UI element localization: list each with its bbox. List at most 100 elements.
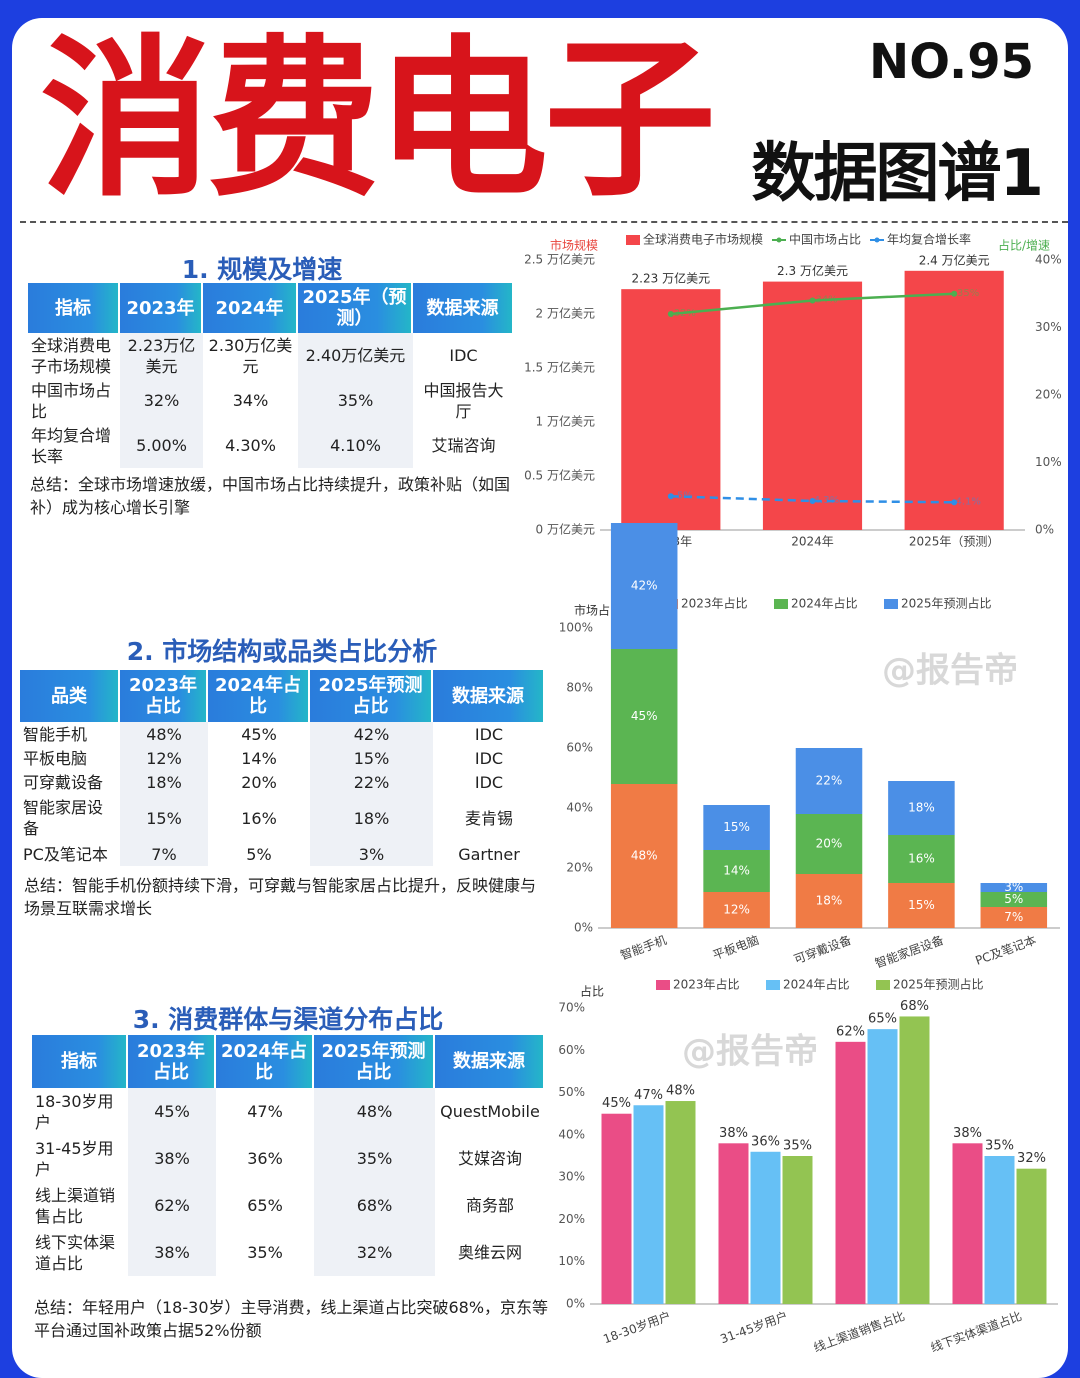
table-cell: 3%	[310, 842, 433, 866]
legend-swatch	[656, 980, 670, 990]
y-axis-label: 占比	[580, 984, 604, 999]
data-label: 32%	[1017, 1151, 1046, 1166]
table-cell: 42%	[310, 722, 433, 746]
y-tick-label: 0.5 万亿美元	[524, 468, 595, 483]
data-label: 36%	[751, 1134, 780, 1149]
header-cell: 数据来源	[433, 670, 545, 722]
legend-swatch	[874, 237, 880, 243]
section-title: 1. 规模及增速	[181, 255, 343, 284]
table-cell: 18%	[310, 794, 433, 842]
table-cell: IDC	[433, 746, 545, 770]
table-cell: QuestMobile	[435, 1088, 545, 1135]
section-title: 2. 市场结构或品类占比分析	[126, 637, 438, 666]
data-label: 48%	[666, 1084, 695, 1099]
y-tick-label: 2 万亿美元	[536, 306, 595, 321]
legend-label: 2023年占比	[681, 596, 748, 611]
data-label: 15%	[908, 898, 935, 912]
header-cell: 2025年预测占比	[314, 1035, 435, 1088]
data-label: 48%	[631, 849, 658, 863]
bar	[984, 1156, 1015, 1304]
table-cell: 12%	[120, 746, 208, 770]
data-label: 34%	[815, 295, 837, 306]
x-tick-label: 31-45岁用户	[718, 1308, 790, 1346]
x-tick-label: 可穿戴设备	[792, 932, 854, 967]
x-tick-label: 线上渠道销售占比	[811, 1308, 906, 1355]
data-label: 2.23 万亿美元	[632, 271, 711, 286]
table-cell: 14%	[208, 746, 310, 770]
bar-segment	[703, 805, 770, 850]
bar-segment	[610, 784, 678, 928]
y2-tick-label: 20%	[1035, 388, 1062, 402]
table-cell: 32%	[314, 1229, 435, 1276]
data-label: 42%	[631, 579, 658, 593]
data-label: 5%	[1004, 892, 1023, 906]
line-point	[951, 499, 958, 506]
table-cell: 艾媒咨询	[435, 1135, 545, 1182]
summary: 总结：年轻用户（18-30岁）主导消费，线上渠道占比突破68%，京东等平台通过国…	[34, 1298, 549, 1340]
data-label: 3%	[1004, 880, 1023, 894]
table-cell: 20%	[208, 770, 310, 794]
legend-swatch	[776, 237, 782, 243]
table-cell: 62%	[128, 1182, 216, 1229]
table-cell: 麦肯锡	[433, 794, 545, 842]
table-cell: 45%	[208, 722, 310, 746]
data-label: 38%	[953, 1126, 982, 1141]
data-label: 32%	[674, 308, 696, 319]
data-label: 22%	[816, 774, 843, 788]
table-cell: Gartner	[433, 842, 545, 866]
data-label: 2.3 万亿美元	[777, 263, 848, 278]
table-cell: 18%	[120, 770, 208, 794]
table-cell: IDC	[433, 770, 545, 794]
header-cell: 2025年预测占比	[310, 670, 433, 722]
table-cell: 18-30岁用户	[32, 1088, 128, 1135]
x-tick-label: 2025年（预测）	[909, 535, 1000, 549]
table-cell: 线上渠道销售占比	[32, 1182, 128, 1229]
legend-label: 2025年预测占比	[901, 596, 992, 611]
table-cell: 31-45岁用户	[32, 1135, 128, 1182]
data-label: 18%	[908, 801, 935, 815]
table-cell: 中国市场占比	[28, 378, 120, 423]
table-cell: 5.00%	[120, 423, 203, 468]
y-tick-label: 2.5 万亿美元	[524, 252, 595, 267]
table: 指标 2023年占比 2024年占比 2025年预测占比 数据来源 18-30岁用户 45%…	[32, 1035, 545, 1276]
y-tick-label: 1 万亿美元	[536, 414, 595, 429]
table-cell: 奥维云网	[435, 1229, 545, 1276]
data-label: 16%	[908, 852, 935, 866]
y2-tick-label: 0%	[1035, 523, 1054, 537]
data-label: 2.4 万亿美元	[919, 252, 990, 267]
table-cell: 36%	[216, 1135, 314, 1182]
bar-segment	[610, 523, 678, 649]
table-cell: 35%	[314, 1135, 435, 1182]
y-tick-label: 70%	[558, 1001, 585, 1015]
subtitle: 数据图谱1	[751, 137, 1044, 211]
table-cell: 智能手机	[20, 722, 120, 746]
header-cell: 2024年占比	[208, 670, 310, 722]
data-label: 68%	[900, 999, 929, 1014]
header-cell: 2023年	[120, 283, 203, 333]
table-cell: 47%	[216, 1088, 314, 1135]
line-point	[951, 290, 958, 297]
bar-segment	[888, 781, 955, 835]
table-cell: IDC	[413, 333, 514, 378]
table-cell: 65%	[216, 1182, 314, 1229]
data-label: 5%	[677, 490, 693, 501]
table-cell: 4.30%	[203, 423, 298, 468]
data-label: 7%	[1004, 910, 1023, 924]
table-cell: 2.30万亿美元	[203, 333, 298, 378]
legend-label: 2024年占比	[791, 596, 858, 611]
data-label: 15%	[723, 820, 750, 834]
table-cell: 68%	[314, 1182, 435, 1229]
header-cell: 2024年	[203, 283, 298, 333]
table-cell: 35%	[216, 1229, 314, 1276]
y2-tick-label: 30%	[1035, 320, 1062, 334]
y-tick-label: 0%	[574, 921, 593, 935]
y2-axis-label: 占比/增速	[998, 238, 1050, 253]
y-tick-label: 0%	[566, 1297, 585, 1311]
table-cell: 商务部	[435, 1182, 545, 1229]
table-cell: 38%	[128, 1229, 216, 1276]
bar-segment	[610, 649, 678, 784]
y-axis-label: 市场占比	[574, 603, 622, 618]
data-label: 45%	[631, 709, 658, 723]
data-label: 12%	[723, 903, 750, 917]
